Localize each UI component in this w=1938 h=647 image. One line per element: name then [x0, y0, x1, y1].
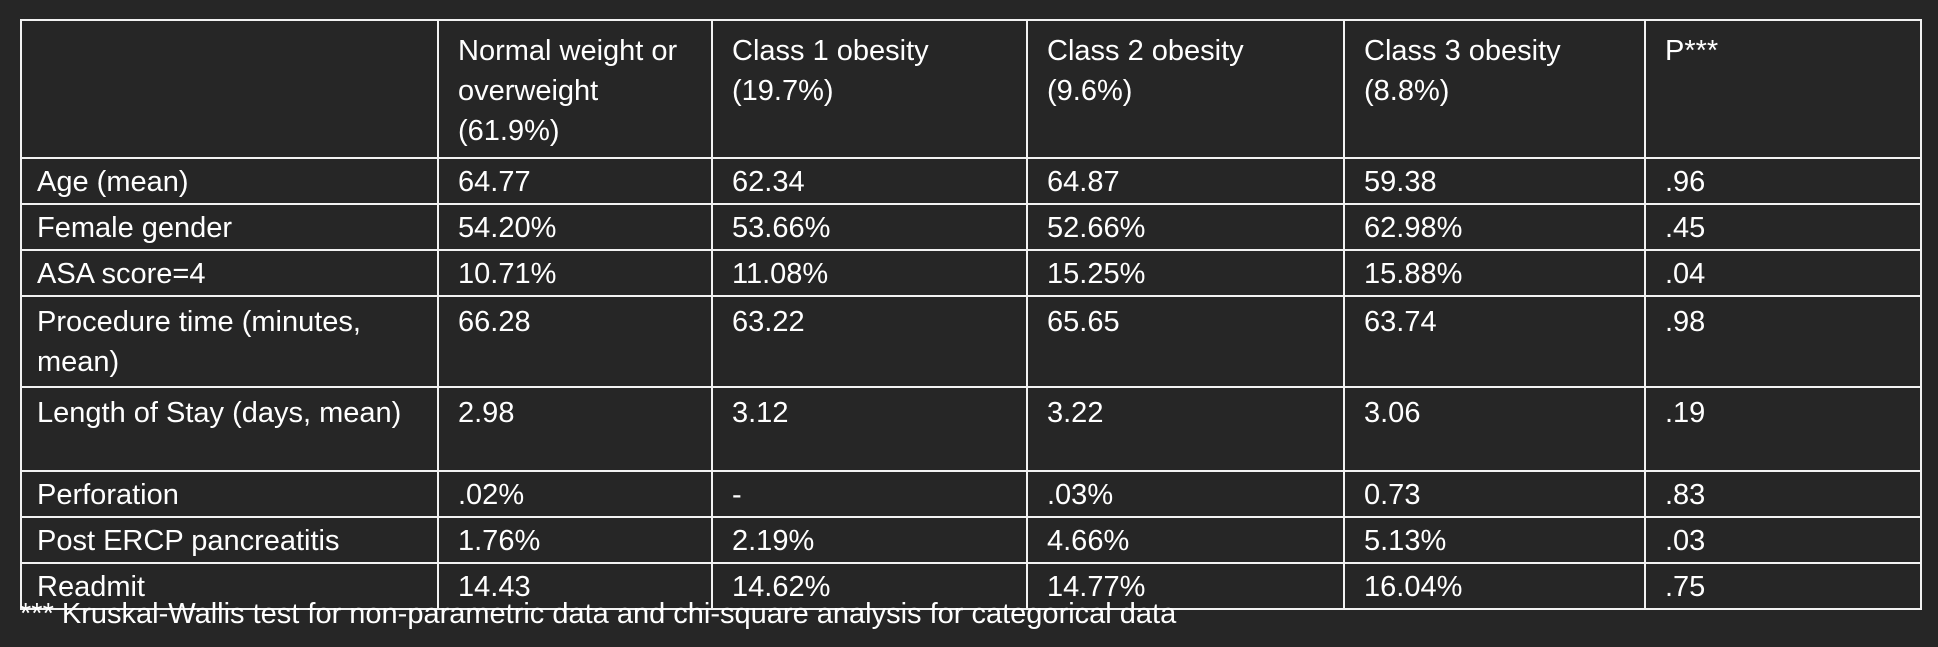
table-cell: 53.66% — [711, 203, 1028, 251]
table-row: Procedure time (minutes, mean) 66.28 63.… — [20, 295, 1922, 388]
table-cell: .45 — [1644, 203, 1922, 251]
row-label: Perforation — [20, 470, 439, 518]
table-row: Age (mean) 64.77 62.34 64.87 59.38 .96 — [20, 157, 1922, 205]
row-label: Procedure time (minutes, mean) — [20, 295, 439, 388]
table-cell: 64.77 — [437, 157, 713, 205]
table-cell: 3.22 — [1026, 386, 1345, 472]
header-cell-blank — [20, 19, 439, 159]
table-cell: 3.12 — [711, 386, 1028, 472]
row-label: Length of Stay (days, mean) — [20, 386, 439, 472]
table-row: Readmit 14.43 14.62% 14.77% 16.04% .75 — [20, 562, 1922, 610]
row-label: Female gender — [20, 203, 439, 251]
table-cell: 15.25% — [1026, 249, 1345, 297]
table-cell: 14.77% — [1026, 562, 1345, 610]
table-cell: 2.19% — [711, 516, 1028, 564]
table-cell: .02% — [437, 470, 713, 518]
table-cell: 3.06 — [1343, 386, 1646, 472]
table-cell: 66.28 — [437, 295, 713, 388]
table-row: Length of Stay (days, mean) 2.98 3.12 3.… — [20, 386, 1922, 472]
table-cell: 14.62% — [711, 562, 1028, 610]
table-cell: 14.43 — [437, 562, 713, 610]
table-cell: 62.98% — [1343, 203, 1646, 251]
table-cell: 2.98 — [437, 386, 713, 472]
row-label: Age (mean) — [20, 157, 439, 205]
header-cell-normal-weight: Normal weight or overweight (61.9%) — [437, 19, 713, 159]
results-table: Normal weight or overweight (61.9%) Clas… — [20, 19, 1922, 610]
header-cell-class-2-obesity: Class 2 obesity (9.6%) — [1026, 19, 1345, 159]
table-cell: 5.13% — [1343, 516, 1646, 564]
table-cell: .96 — [1644, 157, 1922, 205]
table-cell: 10.71% — [437, 249, 713, 297]
table-cell: .98 — [1644, 295, 1922, 388]
table-cell: - — [711, 470, 1028, 518]
table-cell: .19 — [1644, 386, 1922, 472]
table-row: Post ERCP pancreatitis 1.76% 2.19% 4.66%… — [20, 516, 1922, 564]
table-cell: 4.66% — [1026, 516, 1345, 564]
table-header-row: Normal weight or overweight (61.9%) Clas… — [20, 19, 1922, 159]
row-label: ASA score=4 — [20, 249, 439, 297]
table-cell: 16.04% — [1343, 562, 1646, 610]
table-cell: 54.20% — [437, 203, 713, 251]
table-cell: 64.87 — [1026, 157, 1345, 205]
table-row: Perforation .02% - .03% 0.73 .83 — [20, 470, 1922, 518]
table-cell: 63.74 — [1343, 295, 1646, 388]
table-cell: 63.22 — [711, 295, 1028, 388]
table-cell: 15.88% — [1343, 249, 1646, 297]
table-cell: 0.73 — [1343, 470, 1646, 518]
table-cell: .03 — [1644, 516, 1922, 564]
table-cell: 62.34 — [711, 157, 1028, 205]
row-label: Post ERCP pancreatitis — [20, 516, 439, 564]
row-label: Readmit — [20, 562, 439, 610]
table-cell: 59.38 — [1343, 157, 1646, 205]
table-cell: .75 — [1644, 562, 1922, 610]
header-cell-class-3-obesity: Class 3 obesity (8.8%) — [1343, 19, 1646, 159]
table-cell: .03% — [1026, 470, 1345, 518]
table-cell: 1.76% — [437, 516, 713, 564]
table-cell: 11.08% — [711, 249, 1028, 297]
table-row: Female gender 54.20% 53.66% 52.66% 62.98… — [20, 203, 1922, 251]
header-cell-p-value: P*** — [1644, 19, 1922, 159]
header-cell-class-1-obesity: Class 1 obesity (19.7%) — [711, 19, 1028, 159]
table-cell: 65.65 — [1026, 295, 1345, 388]
table-cell: 52.66% — [1026, 203, 1345, 251]
table-cell: .83 — [1644, 470, 1922, 518]
table-row: ASA score=4 10.71% 11.08% 15.25% 15.88% … — [20, 249, 1922, 297]
table-footnote: *** Kruskal-Wallis test for non-parametr… — [20, 598, 1177, 630]
table-cell: .04 — [1644, 249, 1922, 297]
